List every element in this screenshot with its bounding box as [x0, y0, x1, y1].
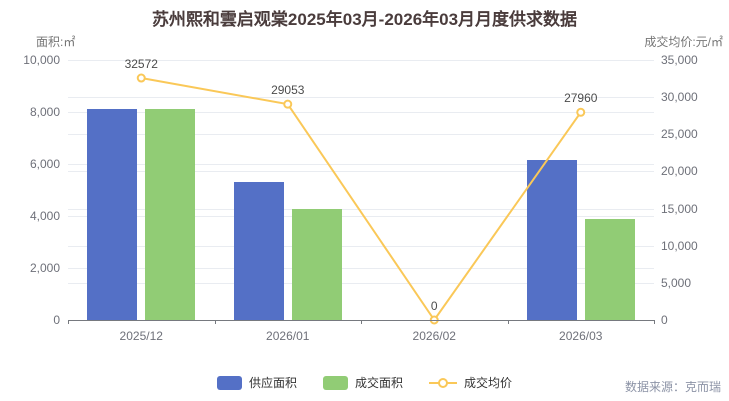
legend: 供应面积 成交面积 成交均价	[0, 374, 729, 391]
point-label-2026/01: 29053	[271, 83, 305, 98]
x-category-label: 2026/03	[559, 329, 603, 343]
right-axis-tick-label: 0	[661, 313, 668, 327]
right-axis-name: 成交均价:元/㎡	[644, 35, 723, 49]
left-axis-tick-label: 8,000	[29, 105, 60, 119]
x-axis-tick	[361, 320, 362, 324]
gridline	[68, 245, 654, 247]
point-label-2026/03: 27960	[564, 91, 598, 106]
right-axis-tick-label: 30,000	[661, 90, 698, 105]
gridline	[68, 208, 654, 210]
right-axis-tick-label: 10,000	[661, 238, 698, 253]
bar-deal-2026/03[interactable]	[584, 218, 635, 320]
right-axis-tick-label: 35,000	[661, 53, 698, 67]
line-point-2026/03[interactable]	[576, 107, 586, 117]
gridline	[68, 97, 654, 99]
x-category-label: 2026/01	[266, 329, 310, 343]
right-axis-tick-label: 15,000	[661, 201, 698, 216]
bar-supply-2026/03[interactable]	[526, 160, 577, 320]
legend-label: 成交面积	[354, 376, 403, 390]
left-axis-name: 面积:㎡	[36, 35, 76, 49]
gridline	[68, 164, 654, 165]
legend-item-成交均价[interactable]: 成交均价	[429, 374, 512, 391]
legend-item-供应面积[interactable]: 供应面积	[216, 374, 297, 391]
line-point-2025/12[interactable]	[136, 73, 146, 83]
legend-label: 成交均价	[464, 376, 513, 390]
left-axis-tick-label: 10,000	[23, 53, 60, 67]
bar-deal-2026/01[interactable]	[291, 208, 342, 320]
x-axis-tick	[654, 320, 655, 324]
gridline	[68, 282, 654, 284]
right-axis-tick-label: 5,000	[661, 275, 692, 290]
left-axis-tick-label: 4,000	[29, 209, 60, 223]
x-axis-tick	[68, 320, 69, 324]
legend-line-marker-icon	[429, 376, 457, 390]
line-point-2026/01[interactable]	[283, 99, 293, 109]
price-line-series	[136, 73, 586, 325]
right-axis-tick-label: 20,000	[661, 164, 698, 179]
bar-supply-2025/12[interactable]	[87, 109, 138, 320]
legend-label: 供应面积	[248, 376, 297, 390]
gridline	[68, 216, 654, 217]
x-category-label: 2026/02	[412, 329, 456, 343]
legend-bar-swatch-icon	[216, 375, 242, 390]
gridline	[68, 112, 654, 113]
point-label-2025/12: 32572	[124, 57, 158, 72]
gridline	[68, 171, 654, 173]
right-axis-tick-label: 25,000	[661, 127, 698, 142]
legend-bar-swatch-icon	[322, 375, 348, 390]
gridline	[68, 134, 654, 136]
bar-supply-2026/01[interactable]	[233, 182, 284, 320]
left-axis-tick-label: 0	[53, 313, 60, 327]
bar-deal-2025/12[interactable]	[145, 109, 196, 320]
gridline	[68, 268, 654, 269]
chart-title: 苏州熙和雲启观棠2025年03月-2026年03月月度供求数据	[151, 10, 578, 29]
left-axis-tick-label: 2,000	[29, 261, 60, 275]
gridline	[68, 60, 654, 61]
x-axis-tick	[214, 320, 216, 324]
point-label-2026/02: 0	[430, 299, 438, 313]
data-source: 数据来源：克而瑞	[624, 380, 721, 394]
plot-area: 32572 29053 0 27960 2025/12 2026/01 2026/02 202…	[68, 57, 655, 343]
legend-item-成交面积[interactable]: 成交面积	[322, 374, 403, 391]
left-axis-tick-label: 6,000	[29, 157, 60, 171]
x-category-label: 2025/12	[119, 329, 163, 343]
x-axis-tick	[507, 320, 509, 324]
